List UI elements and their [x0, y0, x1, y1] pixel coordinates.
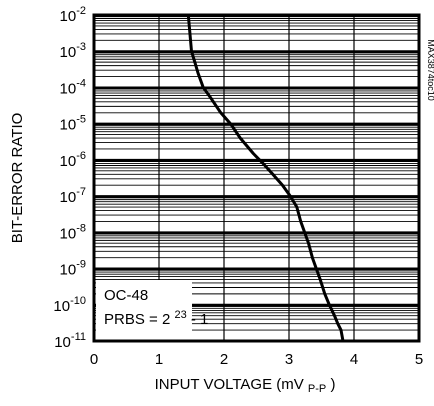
y-axis-title: BIT-ERROR RATIO [9, 113, 26, 244]
y-tick-exponent: -10 [70, 295, 86, 307]
decade-band [94, 195, 419, 199]
ber-curve [186, 13, 345, 343]
y-tick-exponent: -11 [71, 331, 86, 343]
decade-band [94, 231, 419, 235]
y-tick-base: 10 [60, 80, 77, 97]
y-tick-base: 10 [60, 44, 77, 61]
y-tick-base: 10 [60, 117, 77, 134]
y-tick-label: 10-2 [60, 5, 86, 25]
y-axis-ticks: 10-210-310-410-510-610-710-810-910-1010-… [53, 5, 86, 351]
annotation-line-2: PRBS = 2 23 - 1 [104, 305, 208, 328]
y-tick-base: 10 [60, 189, 77, 206]
annotation-prbs-exponent: 23 [174, 309, 186, 321]
y-tick-exponent: -4 [76, 77, 86, 89]
y-tick-exponent: -6 [76, 150, 86, 162]
x-tick-label: 5 [415, 351, 423, 368]
annotation-prbs-suffix: - 1 [191, 311, 209, 328]
annotation-prbs-prefix: PRBS = 2 [104, 311, 170, 328]
y-tick-base: 10 [60, 262, 77, 279]
y-tick-label: 10-10 [53, 295, 86, 315]
y-tick-label: 10-6 [60, 150, 86, 170]
x-tick-label: 3 [285, 351, 293, 368]
decade-band [94, 268, 419, 271]
decade-band [94, 86, 419, 90]
y-tick-exponent: -7 [76, 186, 86, 198]
decade-band [94, 50, 419, 54]
x-axis-title-main: INPUT VOLTAGE (mV [155, 376, 304, 393]
y-tick-base: 10 [60, 153, 77, 170]
y-tick-label: 10-8 [60, 222, 86, 242]
x-axis-title-close: ) [330, 376, 335, 393]
y-tick-base: 10 [53, 298, 70, 315]
y-tick-exponent: -8 [76, 222, 86, 234]
x-axis-title: INPUT VOLTAGE (mV P-P ) [155, 376, 336, 396]
x-tick-label: 4 [350, 351, 358, 368]
x-tick-label: 2 [220, 351, 228, 368]
annotation-line-1: OC-48 [104, 287, 148, 304]
plot-area-border [92, 13, 421, 343]
decade-band [94, 123, 419, 126]
y-tick-label: 10-7 [60, 186, 86, 206]
decade-band [94, 304, 419, 307]
x-tick-label: 1 [155, 351, 163, 368]
y-tick-label: 10-4 [60, 77, 86, 97]
y-tick-exponent: -2 [76, 5, 86, 17]
y-tick-base: 10 [60, 225, 77, 242]
y-tick-label: 10-11 [54, 331, 86, 351]
y-tick-exponent: -9 [76, 259, 86, 271]
y-tick-label: 10-3 [60, 41, 86, 61]
y-tick-base: 10 [60, 8, 77, 25]
y-tick-exponent: -5 [76, 114, 86, 126]
y-tick-exponent: -3 [76, 41, 86, 53]
y-tick-label: 10-5 [60, 114, 86, 134]
y-tick-base: 10 [54, 334, 71, 351]
grid-bands [94, 14, 419, 307]
decade-band [94, 159, 419, 162]
x-axis-title-subscript: P-P [308, 383, 326, 395]
figure-id-label: MAX3874toc10 [426, 39, 434, 101]
x-tick-label: 0 [90, 351, 98, 368]
x-axis-ticks: 0 1 2 3 4 5 [90, 351, 423, 368]
y-tick-label: 10-9 [60, 259, 86, 279]
annotation-box: OC-48 PRBS = 2 23 - 1 [96, 280, 208, 344]
annotation-background [96, 280, 192, 344]
